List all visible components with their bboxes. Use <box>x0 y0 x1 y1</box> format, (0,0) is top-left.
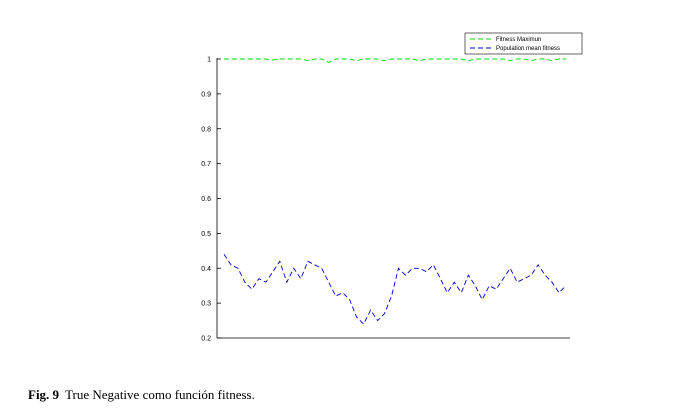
y-tick-label: 0.6 <box>201 196 211 203</box>
y-tick-label: 0.9 <box>201 91 211 98</box>
plot-lines <box>223 58 567 325</box>
figure-label: Fig. 9 <box>28 387 60 402</box>
y-tick-label: 0.4 <box>201 266 211 273</box>
legend-label-2: Population mean fitness <box>496 46 560 52</box>
legend-box <box>464 32 583 55</box>
y-tick-label: 0.8 <box>201 126 211 133</box>
legend-entries: Fitness Maximun Population mean fitness <box>470 37 560 52</box>
series-line-1 <box>224 58 566 64</box>
series-line-2 <box>223 254 567 325</box>
axes <box>216 58 570 339</box>
y-tick-label: 0.7 <box>201 161 211 168</box>
y-tick-label: 0.3 <box>201 301 211 308</box>
y-tick-label: 0.5 <box>201 231 211 238</box>
chart: 0.2 0.3 0.4 0.5 0.6 0.7 0.8 0.9 1 Fitness Maximu… <box>201 32 583 343</box>
legend-label-1: Fitness Maximun <box>496 37 541 43</box>
figure-caption: Fig. 9 True Negative como función fitness… <box>28 387 255 403</box>
legend: Fitness Maximun Population mean fitness <box>464 32 583 55</box>
y-tick-label: 0.2 <box>201 336 211 343</box>
y-ticks: 0.2 0.3 0.4 0.5 0.6 0.7 0.8 0.9 1 <box>201 57 221 343</box>
y-tick-label: 1 <box>207 57 211 64</box>
caption-text: True Negative como función fitness. <box>65 387 255 402</box>
